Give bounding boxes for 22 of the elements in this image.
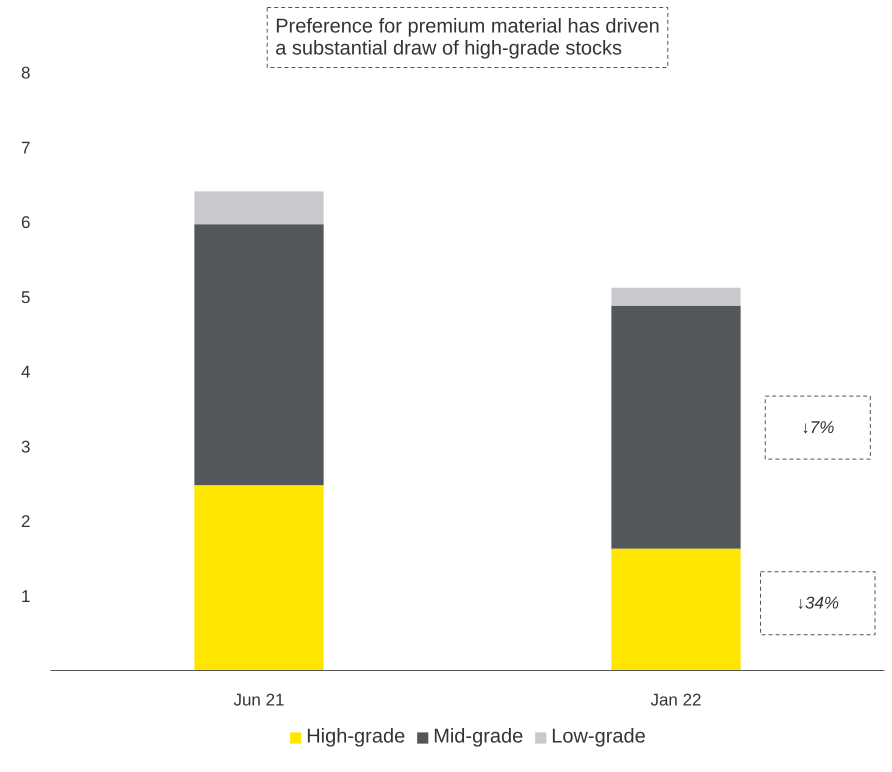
y-tick-label: 4 <box>21 362 31 382</box>
y-tick-label: 8 <box>21 64 31 82</box>
y-tick-label: 3 <box>21 437 31 456</box>
y-tick-label: 6 <box>21 213 31 232</box>
legend-label: High-grade <box>306 726 406 748</box>
annotation: ↓7% <box>801 418 834 438</box>
bar <box>194 191 324 224</box>
x-tick-label: Jun 21 <box>233 690 285 710</box>
y-tick-label: 5 <box>21 288 31 307</box>
legend-label: Low-grade <box>551 726 646 748</box>
text: Preference for premium material has driven a substantial draw of high-grade stocks <box>275 16 660 60</box>
y-tick-label: 1 <box>21 586 31 606</box>
y-tick-label: 2 <box>21 512 31 531</box>
bar <box>194 485 324 670</box>
bar <box>611 548 741 670</box>
bar <box>194 224 324 486</box>
y-tick-label: 7 <box>21 138 31 158</box>
bar <box>611 306 741 549</box>
bar <box>611 288 741 306</box>
annotation: ↓34% <box>796 594 840 613</box>
legend-label: Mid-grade <box>433 726 524 748</box>
x-tick-label: Jan 22 <box>650 690 702 710</box>
